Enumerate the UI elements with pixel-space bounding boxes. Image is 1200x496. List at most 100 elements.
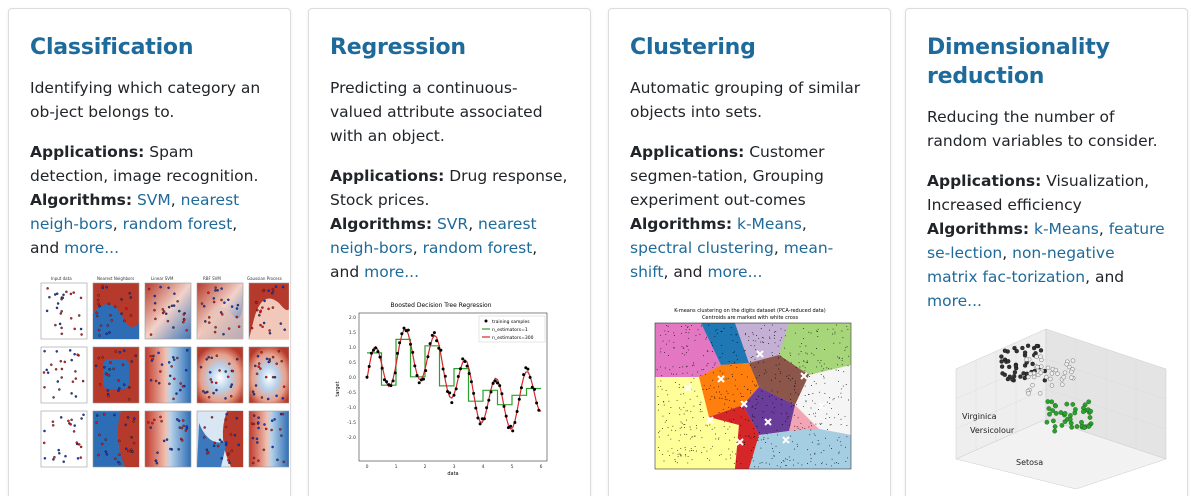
digit-sample-point (752, 333, 754, 335)
data-point (176, 356, 179, 360)
iris-point-setosa (1045, 399, 1051, 404)
link-svr[interactable]: SVR (436, 215, 469, 233)
digit-sample-point (715, 391, 717, 393)
link-more[interactable]: more... (707, 263, 763, 281)
training-sample-point (482, 417, 486, 421)
kmeans-digits-thumbnail[interactable]: K-means clustering on the digits dataset… (639, 305, 861, 485)
algorithms-line: Algorithms: SVR, nearest neigh-bors, ran… (330, 215, 538, 281)
iris-point-versicolour (1039, 357, 1044, 363)
digit-sample-point (831, 407, 833, 409)
digit-sample-point (754, 408, 756, 409)
data-point (271, 306, 275, 309)
digit-sample-point (840, 444, 842, 446)
card-title[interactable]: Classification (30, 35, 194, 60)
data-point (259, 323, 262, 327)
data-point (151, 421, 154, 425)
digit-sample-point (760, 439, 762, 441)
data-point (46, 371, 50, 374)
digit-sample-point (752, 420, 753, 421)
digit-sample-point (785, 335, 786, 337)
data-point (67, 419, 70, 423)
data-point (260, 396, 264, 399)
link-k-means[interactable]: k-Means (1033, 220, 1099, 238)
digit-sample-point (790, 435, 792, 437)
digit-sample-point (720, 393, 722, 395)
digit-sample-point (707, 351, 709, 353)
digit-sample-point (803, 328, 805, 330)
digit-sample-point (798, 353, 800, 355)
data-point (69, 317, 73, 320)
data-point (175, 418, 179, 421)
digit-sample-point (840, 392, 842, 394)
digit-sample-point (679, 453, 681, 455)
data-point (133, 417, 136, 420)
digit-sample-point (794, 380, 796, 382)
link-non-negative-matrix-factorization[interactable]: non-negative matrix fac-torization (927, 244, 1115, 286)
data-point (267, 307, 270, 311)
digit-sample-point (836, 462, 837, 464)
digit-sample-point (739, 435, 741, 437)
digit-sample-point (680, 393, 682, 395)
link-more[interactable]: more... (64, 239, 120, 257)
data-point (172, 356, 175, 359)
figure-title: K-means clustering on the digits dataset… (674, 308, 825, 314)
iris-point-setosa (1064, 401, 1070, 407)
digit-sample-point (809, 376, 811, 377)
data-point (224, 441, 228, 444)
data-point (167, 305, 171, 309)
iris-point-setosa (1081, 409, 1086, 415)
digit-sample-point (807, 463, 808, 464)
digit-sample-point (700, 325, 702, 327)
digit-sample-point (735, 379, 737, 381)
digit-sample-point (750, 392, 752, 394)
data-point (108, 368, 111, 371)
digit-sample-point (678, 387, 680, 388)
digit-sample-point (659, 430, 661, 432)
digit-sample-point (834, 331, 836, 333)
classifier-comparison-thumbnail[interactable]: Input data Nearest Neighbors Linear SVM … (31, 273, 289, 473)
data-point (123, 319, 126, 323)
link-nearest-neighbors[interactable]: nearest neigh-bors (330, 215, 537, 257)
link-nearest-neighbors[interactable]: nearest neigh-bors (30, 191, 240, 233)
digit-sample-point (693, 377, 695, 379)
digit-sample-point (797, 427, 799, 429)
training-sample-point (367, 365, 371, 368)
digit-sample-point (700, 401, 702, 403)
digit-sample-point (706, 336, 708, 338)
data-point (182, 313, 186, 316)
digit-sample-point (729, 426, 731, 428)
digit-sample-point (710, 448, 712, 450)
data-point (94, 364, 98, 368)
digit-sample-point (759, 462, 761, 464)
iris-point-versicolour (1053, 367, 1058, 373)
card-title[interactable]: Regression (330, 35, 466, 60)
digit-sample-point (686, 372, 688, 374)
digit-sample-point (750, 389, 752, 391)
data-point (177, 448, 180, 451)
digit-sample-point (833, 342, 835, 344)
digit-sample-point (658, 446, 659, 448)
link-feature-selection[interactable]: feature se-lection (927, 220, 1165, 262)
link-svm[interactable]: SVM (136, 191, 171, 209)
digit-sample-point (771, 351, 773, 353)
card-title[interactable]: Clustering (630, 35, 756, 60)
data-point (117, 379, 120, 382)
digit-sample-point (814, 453, 816, 455)
digit-sample-point (683, 393, 684, 395)
data-point (224, 370, 227, 373)
link-random-forest[interactable]: random forest (122, 215, 233, 233)
data-point (274, 285, 278, 288)
link-more[interactable]: more... (927, 292, 982, 310)
regression-thumbnail[interactable]: Boosted Decision Tree Regression 2.0 1.5 1… (331, 299, 551, 479)
link-spectral-clustering[interactable]: spectral clustering (630, 239, 774, 257)
link-random-forest[interactable]: random forest (422, 239, 533, 257)
digit-sample-point (719, 370, 721, 372)
digit-sample-point (761, 462, 763, 463)
card-description: Automatic grouping of similar objects in… (630, 79, 861, 121)
pca-iris-3d-thumbnail[interactable]: Virginica Versicolour Setosa (946, 309, 1176, 489)
link-k-means[interactable]: k-Means (736, 215, 802, 233)
card-title[interactable]: Dimensionality reduction (927, 35, 1110, 89)
training-sample-point (465, 364, 469, 368)
link-mean-shift[interactable]: mean-shift (630, 239, 834, 281)
link-more[interactable]: more... (364, 263, 420, 281)
